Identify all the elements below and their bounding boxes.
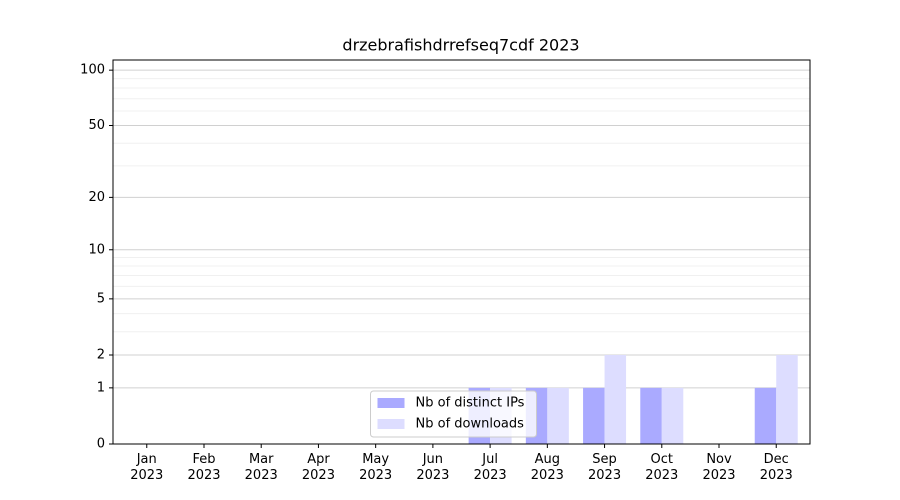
x-tick-label: Jan 2023 xyxy=(130,452,164,483)
legend-swatch xyxy=(377,419,405,429)
x-tick-label: May 2023 xyxy=(359,452,393,483)
bar xyxy=(754,387,777,444)
bar xyxy=(640,387,662,444)
y-tick-label: 5 xyxy=(97,291,105,306)
y-tick-label: 1 xyxy=(97,380,105,395)
x-tick-label: Nov 2023 xyxy=(702,452,736,483)
bar xyxy=(604,355,627,444)
bar xyxy=(547,387,569,444)
x-tick-label: Jun 2023 xyxy=(416,452,450,483)
x-tick-label: Oct 2023 xyxy=(645,452,679,483)
legend: Nb of distinct IPs Nb of downloads xyxy=(370,390,537,438)
x-tick-label: Mar 2023 xyxy=(244,452,278,483)
bar xyxy=(583,387,605,444)
y-tick-label: 20 xyxy=(88,190,105,205)
legend-label: Nb of downloads xyxy=(416,417,525,432)
bar xyxy=(776,355,798,444)
y-tick-label: 50 xyxy=(88,118,105,133)
x-tick-label: Dec 2023 xyxy=(759,452,793,483)
x-tick-label: Aug 2023 xyxy=(530,452,564,483)
x-tick-label: Feb 2023 xyxy=(187,452,221,483)
legend-box xyxy=(370,390,537,438)
x-tick-label: Sep 2023 xyxy=(588,452,622,483)
y-tick-label: 100 xyxy=(80,63,105,78)
y-tick-label: 0 xyxy=(97,437,105,452)
legend-label: Nb of distinct IPs xyxy=(416,396,525,411)
x-tick-label: Apr 2023 xyxy=(301,452,335,483)
bar xyxy=(661,387,684,444)
x-tick-label: Jul 2023 xyxy=(473,452,507,483)
plot-frame xyxy=(112,59,811,445)
y-tick-label: 2 xyxy=(97,348,105,363)
chart-title: drzebrafishdrrefseq7cdf 2023 xyxy=(342,36,579,55)
y-tick-label: 10 xyxy=(88,242,105,257)
legend-swatch xyxy=(377,398,405,408)
